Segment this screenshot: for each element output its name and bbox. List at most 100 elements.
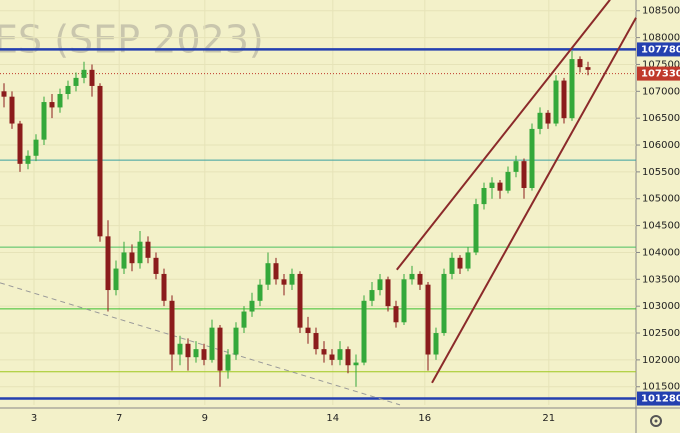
candle-body [529,128,535,188]
candle-body [353,362,359,366]
candle-body [105,236,111,291]
candle-body [1,91,7,97]
candle-body [329,354,335,360]
candle-body [201,349,207,360]
candle-body [57,93,63,108]
candle-body [577,59,583,68]
y-tick-label: 108500 [642,6,680,17]
x-tick-label: 14 [326,413,339,424]
candle-body [169,300,175,355]
candle-body [417,273,423,285]
y-tick-label: 104000 [642,247,680,258]
y-tick-label: 108000 [642,33,680,44]
candle-body [113,268,119,291]
x-tick-label: 16 [418,413,431,424]
candle-body [281,279,287,285]
candle-body [513,161,519,172]
candle-body [545,112,551,124]
candle-body [185,343,191,358]
candle-body [249,300,255,312]
y-tick-label: 106500 [642,113,680,124]
y-tick-label: 105500 [642,167,680,178]
candle-body [257,284,263,301]
candle-body [145,241,151,258]
candle-body [297,273,303,328]
candle-body [241,311,247,328]
price-box-label: 107780 [641,44,680,55]
candle-body [409,273,415,280]
candle-body [129,252,135,264]
y-tick-label: 107000 [642,86,680,97]
y-tick-label: 104500 [642,221,680,232]
candle-body [305,327,311,334]
candle-body [25,155,31,164]
candle-body [65,85,71,94]
candle-body [81,69,87,78]
y-tick-label: 106000 [642,140,680,151]
y-tick-label: 102000 [642,355,680,366]
candle-body [481,187,487,205]
candle-body [161,273,167,301]
candle-body [273,263,279,280]
candle-body [41,102,47,140]
candle-body [337,349,343,360]
watermark-title: ES (SEP 2023) [0,18,264,62]
candle-body [89,69,95,86]
candle-body [401,279,407,323]
candle-body [505,171,511,191]
candle-body [393,306,399,323]
y-tick-label: 103000 [642,301,680,312]
trend-line [396,0,611,271]
candle-body [569,59,575,119]
candle-body [289,273,295,285]
y-tick-label: 102500 [642,328,680,339]
candle-body [137,241,143,264]
candle-body [473,204,479,253]
candle-body [465,252,471,269]
candle-body [9,96,15,124]
candle-body [265,263,271,285]
settings-icon[interactable] [650,415,662,427]
candle-body [225,354,231,371]
candle-body [561,80,567,119]
candle-body [521,161,527,188]
candle-body [369,290,375,301]
candle-body [361,300,367,363]
candle-body [33,139,39,156]
candle-body [313,333,319,350]
candle-body [345,349,351,366]
trend-line [431,17,637,384]
candle-body [433,333,439,355]
candle-body [425,284,431,355]
candle-body [537,112,543,129]
candle-body [121,252,127,269]
price-box-label: 107330 [641,69,680,80]
price-box [637,391,680,406]
candle-body [233,327,239,355]
x-tick-label: 3 [31,413,37,424]
candle-body [193,349,199,358]
candle-body [209,327,215,360]
candle-body [321,349,327,355]
trend-line [0,282,401,406]
candle-body [553,80,559,124]
candle-body [385,279,391,307]
candle-body [457,257,463,269]
candle-body [177,343,183,355]
candle-body [17,123,23,164]
candle-body [585,67,591,70]
candle-body [217,327,223,371]
candle-body [497,182,503,191]
candle-body [377,279,383,291]
candle-body [49,102,55,108]
x-tick-label: 21 [542,413,555,424]
price-box-label: 101280 [641,394,680,405]
x-tick-label: 7 [116,413,122,424]
candle-body [97,85,103,237]
candle-body [489,182,495,188]
price-box [637,66,680,81]
candle-body [73,77,79,86]
y-tick-label: 105000 [642,194,680,205]
y-tick-label: 103500 [642,274,680,285]
